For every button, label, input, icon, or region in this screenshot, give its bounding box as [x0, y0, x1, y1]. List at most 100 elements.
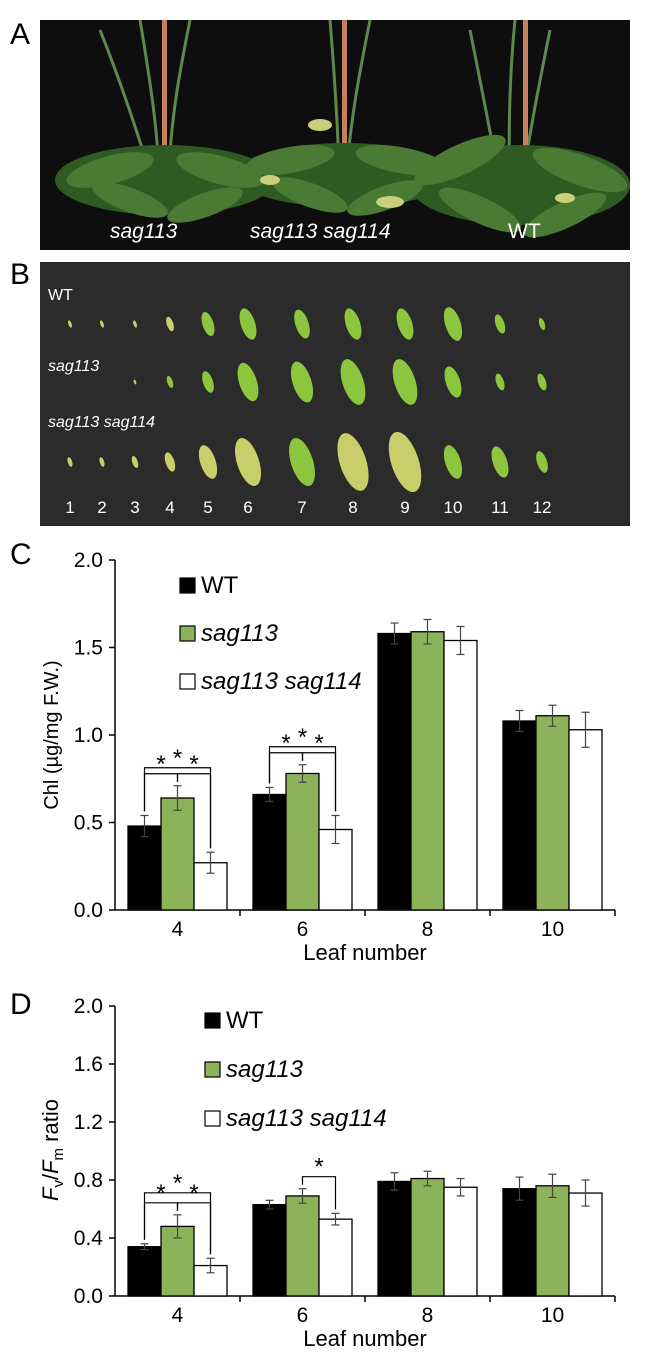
y-tick-label: 0.0: [74, 1285, 103, 1308]
leaf-number-5: 5: [203, 498, 213, 517]
y-tick-label: 0.4: [74, 1227, 104, 1250]
x-tick-label: 8: [422, 1304, 434, 1327]
label-sag113: sag113: [110, 220, 178, 243]
y-axis-label-part: F: [38, 1186, 63, 1201]
significance-star: *: [314, 1154, 323, 1181]
leaf-r2-8: [340, 359, 366, 405]
leaf-r3-7: [288, 437, 316, 487]
legend-swatch-sag113-sag114: [204, 1110, 221, 1127]
bar-sag113: [535, 1185, 570, 1297]
significance-star: *: [156, 751, 165, 778]
bar-wt: [127, 1246, 162, 1297]
leaf-r1-4: [166, 316, 174, 332]
leaf-r2-5: [202, 371, 214, 393]
leaf-r1-12: [538, 317, 546, 331]
significance-bracket: [143, 767, 212, 849]
significance-star: *: [281, 730, 290, 757]
leaf-r3-1: [67, 457, 73, 467]
leaf-number-10: 10: [443, 498, 463, 517]
bar-wt: [377, 1180, 412, 1297]
x-tick-label: 6: [297, 918, 309, 941]
x-axis-label: Leaf number: [303, 1326, 427, 1351]
leaf-r1-8: [344, 308, 362, 340]
leaf-r2-7: [290, 361, 314, 403]
leaf-number-6: 6: [243, 498, 253, 517]
leaf-r3-6: [234, 437, 262, 487]
legend-swatch-wt: [179, 577, 196, 594]
bar-sag113: [410, 1177, 445, 1297]
y-tick-label: 2.0: [74, 549, 103, 572]
detached-leaves-photo: WT sag113 sag113 sag114 1 2 3 4 5 6 7 8 9 10 11 12: [40, 262, 630, 526]
leaf-r2-12: [537, 373, 547, 391]
leaf-r2-10: [444, 366, 462, 398]
legend-swatch-sag113: [179, 625, 196, 642]
bar-sag113: [285, 1195, 320, 1297]
legend-label-sag113-sag114: sag113 sag114: [226, 1105, 387, 1132]
leaf-series-drawing: [67, 307, 548, 493]
bar-wt: [252, 1203, 287, 1297]
y-axis-label-part: m: [50, 1148, 67, 1161]
chlorophyll-chart: 0.0 0.5 1.0 1.5 2.0 4 6 8 10 * * * * * * Leaf number WT s…: [41, 549, 616, 965]
row-label-sag113: sag113: [48, 358, 100, 375]
significance-star: *: [173, 745, 182, 772]
bar-wt: [502, 720, 537, 911]
y-axis-label-part: /: [38, 1173, 63, 1180]
bar-wt: [502, 1188, 537, 1297]
y-axis-label: Chl (µg/mg F.W.): [41, 660, 63, 809]
bar-sag113-sag114: [443, 639, 478, 911]
significance-star: *: [189, 751, 198, 778]
plant-rosette-drawing: [40, 20, 630, 250]
x-tick-label: 10: [541, 918, 564, 941]
leaf-r3-2: [99, 457, 105, 467]
legend-label-sag113: sag113: [201, 620, 279, 647]
panel-letter-d: D: [10, 988, 32, 1021]
leaf-r1-11: [494, 314, 506, 334]
bar-sag113: [410, 631, 445, 911]
y-tick-label: 2.0: [74, 995, 103, 1018]
x-tick-label: 8: [422, 918, 434, 941]
x-axis-label: Leaf number: [303, 940, 427, 965]
label-sag113-sag114: sag113 sag114: [250, 220, 391, 243]
bar-sag113: [535, 715, 570, 911]
leaf-r3-8: [337, 433, 369, 491]
leaf-r3-4: [164, 452, 176, 472]
leaf-number-2: 2: [97, 498, 107, 517]
y-tick-label: 1.2: [74, 1111, 103, 1134]
leaf-r3-5: [198, 445, 218, 479]
leaf-r3-12: [536, 451, 548, 473]
leaf-number-1: 1: [65, 498, 75, 517]
panel-letter-b: B: [10, 258, 31, 291]
y-tick-label: 1.5: [74, 637, 103, 660]
significance-bracket: [301, 1176, 337, 1210]
leaf-number-3: 3: [130, 498, 140, 517]
leaf-number-4: 4: [165, 498, 175, 517]
fvfm-chart: 0.00.40.81.21.62.04 6 8 10* ***Leaf numberWT…: [38, 995, 616, 1351]
y-tick-label: 1.6: [74, 1053, 103, 1076]
legend-label-sag113-sag114: sag113 sag114: [201, 668, 362, 695]
legend-swatch-sag113-sag114: [179, 673, 196, 690]
leaf-number-8: 8: [348, 498, 358, 517]
leaf-number-9: 9: [400, 498, 410, 517]
leaf-r1-6: [239, 308, 257, 340]
y-tick-label: 0.5: [74, 812, 103, 835]
leaf-r1-7: [294, 309, 310, 339]
row-label-wt: WT: [48, 287, 73, 304]
y-tick-label: 1.0: [74, 724, 103, 747]
leaf-r2-9: [392, 359, 418, 405]
leaf-r2-11: [495, 373, 505, 391]
x-tick-label: 4: [172, 1304, 184, 1327]
plant-rosette-photo: sag113 sag113 sag114 WT: [40, 20, 630, 250]
leaf-r3-9: [388, 431, 422, 493]
leaf-r2-3: [133, 379, 137, 385]
legend-label-wt: WT: [201, 572, 239, 599]
leaf-r1-5: [201, 311, 215, 337]
leaf-r2-4: [166, 375, 174, 389]
legend-swatch-wt: [204, 1012, 221, 1029]
bar-sag113-sag114: [568, 729, 603, 911]
panel-letter-c: C: [10, 538, 32, 571]
legend-swatch-sag113: [204, 1061, 221, 1078]
leaf-number-7: 7: [297, 498, 307, 517]
bar-wt: [252, 793, 287, 911]
row-label-sag113-sag114: sag113 sag114: [48, 414, 156, 431]
leaf-number-11: 11: [491, 498, 509, 517]
